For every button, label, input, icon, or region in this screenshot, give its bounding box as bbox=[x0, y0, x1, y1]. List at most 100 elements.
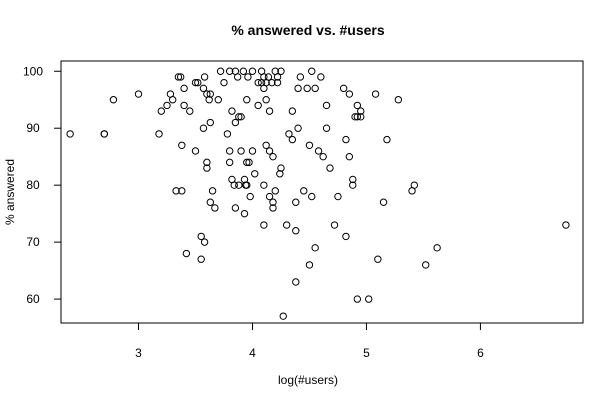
data-point bbox=[174, 73, 183, 81]
data-point bbox=[186, 107, 194, 115]
data-point bbox=[265, 192, 274, 201]
data-point bbox=[163, 101, 171, 110]
data-point bbox=[279, 312, 287, 320]
data-point bbox=[371, 90, 380, 98]
data-point bbox=[200, 238, 209, 246]
data-point bbox=[277, 67, 285, 75]
data-point bbox=[322, 124, 331, 132]
data-point bbox=[273, 78, 282, 87]
data-point bbox=[265, 107, 274, 115]
data-point bbox=[178, 187, 186, 195]
data-point bbox=[203, 158, 211, 167]
data-point bbox=[211, 204, 219, 212]
data-point bbox=[342, 135, 350, 144]
y-axis: 60 70 80 90 100 bbox=[23, 64, 61, 306]
data-point bbox=[349, 181, 357, 189]
x-tick-label: 5 bbox=[363, 346, 370, 360]
data-point bbox=[182, 249, 191, 258]
data-point bbox=[66, 130, 74, 138]
data-point bbox=[334, 192, 342, 201]
data-point bbox=[239, 67, 248, 75]
data-point bbox=[191, 78, 200, 87]
data-point bbox=[379, 198, 388, 206]
data-point bbox=[319, 152, 327, 161]
data-point bbox=[308, 67, 316, 75]
y-axis-label: % answered bbox=[3, 159, 17, 225]
data-point bbox=[172, 187, 180, 195]
y-tick-label: 60 bbox=[26, 292, 40, 306]
data-point bbox=[351, 113, 359, 121]
x-tick-label: 6 bbox=[477, 346, 484, 360]
data-point bbox=[311, 84, 319, 93]
data-point bbox=[264, 73, 273, 81]
data-point bbox=[246, 192, 254, 201]
data-point bbox=[237, 113, 245, 121]
data-point bbox=[357, 113, 365, 121]
data-point bbox=[314, 147, 323, 155]
x-axis-label: log(#users) bbox=[278, 373, 338, 387]
data-point bbox=[230, 181, 238, 189]
data-point bbox=[353, 113, 362, 121]
data-point bbox=[134, 90, 143, 98]
x-tick-label: 3 bbox=[135, 346, 142, 360]
chart-title: % answered vs. #users bbox=[231, 22, 385, 38]
data-point bbox=[288, 107, 297, 115]
data-point bbox=[317, 73, 325, 81]
data-point bbox=[191, 147, 200, 155]
data-point bbox=[269, 204, 277, 212]
data-point bbox=[394, 96, 403, 104]
data-point bbox=[308, 192, 316, 201]
data-point bbox=[223, 130, 232, 138]
data-point bbox=[200, 73, 209, 81]
data-point bbox=[248, 67, 257, 75]
data-point bbox=[277, 164, 285, 172]
data-point bbox=[220, 78, 228, 87]
data-point bbox=[330, 221, 339, 229]
data-point bbox=[339, 84, 348, 93]
data-point bbox=[260, 181, 268, 189]
data-point bbox=[248, 147, 257, 155]
data-point bbox=[282, 221, 291, 229]
data-point bbox=[276, 170, 284, 178]
data-point bbox=[155, 130, 163, 138]
data-points bbox=[66, 67, 570, 320]
data-point bbox=[345, 90, 354, 98]
data-point bbox=[157, 107, 165, 115]
data-point bbox=[243, 181, 251, 189]
data-point bbox=[245, 158, 253, 167]
data-point bbox=[305, 261, 314, 269]
data-point bbox=[273, 73, 282, 81]
data-point bbox=[216, 67, 225, 75]
data-point bbox=[197, 255, 205, 263]
data-point bbox=[206, 90, 215, 98]
data-point bbox=[322, 101, 331, 110]
data-point bbox=[231, 118, 240, 127]
data-point bbox=[292, 227, 300, 235]
data-point bbox=[254, 78, 262, 87]
data-point bbox=[199, 124, 208, 132]
data-point bbox=[296, 73, 305, 81]
data-point bbox=[265, 147, 274, 155]
x-tick-label: 4 bbox=[249, 346, 256, 360]
data-point bbox=[305, 141, 314, 149]
data-point bbox=[228, 107, 236, 115]
data-point bbox=[383, 135, 391, 144]
data-point bbox=[292, 198, 300, 206]
data-point bbox=[180, 101, 188, 110]
data-point bbox=[271, 187, 279, 195]
data-point bbox=[294, 124, 302, 132]
data-point bbox=[208, 187, 217, 195]
plot-frame bbox=[60, 60, 584, 324]
data-point bbox=[180, 84, 188, 93]
data-point bbox=[365, 295, 373, 303]
data-point bbox=[244, 73, 252, 81]
y-tick-label: 80 bbox=[26, 178, 40, 192]
data-point bbox=[326, 164, 334, 172]
data-point bbox=[176, 73, 185, 81]
data-point bbox=[349, 175, 357, 184]
data-point bbox=[269, 198, 277, 206]
data-point bbox=[342, 232, 350, 241]
data-point bbox=[100, 130, 109, 138]
